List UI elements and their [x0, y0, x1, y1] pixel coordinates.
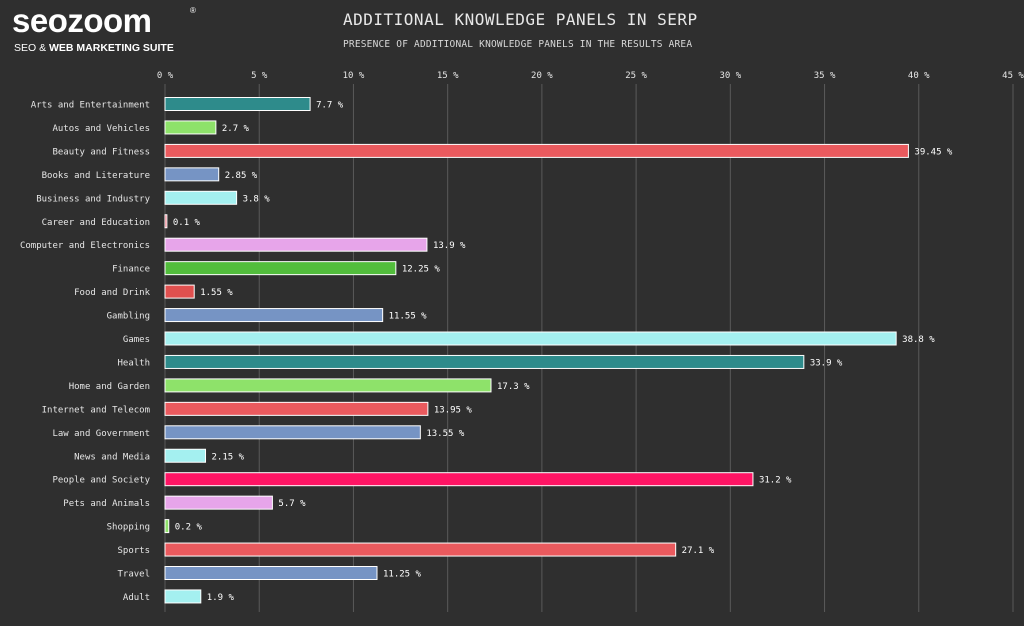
- bar: [164, 472, 754, 487]
- category-label: Travel: [117, 570, 150, 580]
- data-label: 2.7 %: [222, 124, 250, 134]
- bar: [164, 354, 805, 369]
- category-label: People and Society: [52, 476, 150, 486]
- category-label: Autos and Vehicles: [52, 124, 150, 134]
- category-label: Sports: [117, 546, 150, 556]
- data-label: 13.9 %: [433, 241, 466, 251]
- category-label: Food and Drink: [74, 288, 150, 298]
- bar: [164, 401, 429, 416]
- x-tick-label: 35 %: [814, 71, 836, 81]
- data-label: 1.9 %: [207, 593, 235, 603]
- data-label: 7.7 %: [316, 101, 344, 111]
- data-label: 33.9 %: [810, 358, 843, 368]
- x-tick-label: 15 %: [437, 71, 459, 81]
- logo-wordmark: seozoom: [12, 2, 152, 39]
- bar: [164, 284, 195, 299]
- tagline-plain: SEO &: [14, 42, 50, 54]
- x-tick-label: 0 %: [157, 71, 174, 81]
- category-label: Internet and Telecom: [42, 405, 150, 415]
- bar: [164, 143, 909, 158]
- bar: [164, 566, 378, 580]
- category-label: Computer and Electronics: [20, 241, 150, 251]
- data-label: 27.1 %: [682, 546, 715, 556]
- bar: [164, 331, 897, 346]
- x-tick-label: 30 %: [719, 71, 741, 81]
- category-label: Law and Government: [52, 429, 150, 439]
- registered-mark: ®: [190, 6, 196, 15]
- x-tick-label: 20 %: [531, 71, 553, 81]
- data-label: 5.7 %: [278, 499, 306, 509]
- tagline-bold: WEB MARKETING SUITE: [49, 42, 174, 54]
- x-tick-label: 40 %: [908, 71, 930, 81]
- bar: [164, 308, 384, 323]
- data-label: 0.2 %: [175, 523, 203, 533]
- x-tick-label: 10 %: [343, 71, 365, 81]
- chart-title: ADDITIONAL KNOWLEDGE PANELS IN SERP: [343, 10, 698, 29]
- category-label: Games: [123, 335, 150, 345]
- category-label: Books and Literature: [42, 171, 150, 181]
- bar: [164, 167, 220, 182]
- brand-logo: seozoom ® SEO & WEB MARKETING SUITE: [12, 2, 202, 54]
- category-label: Arts and Entertainment: [31, 101, 150, 111]
- data-label: 39.45 %: [914, 147, 953, 157]
- chart-subtitle: PRESENCE OF ADDITIONAL KNOWLEDGE PANELS …: [343, 39, 693, 50]
- logo-tagline: SEO & WEB MARKETING SUITE: [14, 42, 174, 54]
- category-label: Home and Garden: [69, 382, 150, 392]
- data-label: 11.55 %: [389, 312, 428, 322]
- data-label: 3.8 %: [243, 194, 271, 204]
- bar: [164, 237, 428, 252]
- data-label: 1.55 %: [200, 288, 233, 298]
- data-label: 13.95 %: [434, 405, 473, 415]
- bar: [164, 214, 168, 229]
- bar: [164, 495, 273, 510]
- bar: [164, 519, 170, 534]
- data-label: 13.55 %: [426, 429, 465, 439]
- bar: [164, 542, 677, 557]
- bar: [164, 190, 238, 205]
- x-tick-label: 5 %: [251, 71, 268, 81]
- category-label: Adult: [123, 593, 150, 603]
- bar: [164, 425, 421, 440]
- x-tick-label: 25 %: [625, 71, 647, 81]
- category-label: Career and Education: [42, 218, 150, 228]
- data-label: 12.25 %: [402, 265, 441, 275]
- category-label: Health: [117, 358, 150, 368]
- bar: [164, 448, 207, 463]
- category-label: Pets and Animals: [63, 499, 150, 509]
- bar: [164, 120, 217, 135]
- data-label: 11.25 %: [383, 570, 422, 580]
- data-label: 2.15 %: [212, 452, 245, 462]
- bar: [164, 97, 311, 111]
- bar: [164, 378, 492, 393]
- data-label: 31.2 %: [759, 476, 792, 486]
- bar: [164, 589, 202, 604]
- category-label: Beauty and Fitness: [52, 147, 150, 157]
- data-label: 0.1 %: [173, 218, 201, 228]
- category-label: Business and Industry: [36, 194, 150, 204]
- category-label: Shopping: [107, 523, 150, 533]
- data-label: 38.8 %: [902, 335, 935, 345]
- data-label: 17.3 %: [497, 382, 530, 392]
- category-label: Gambling: [107, 312, 150, 322]
- x-tick-label: 45 %: [1002, 71, 1024, 81]
- bar: [164, 261, 397, 276]
- data-label: 2.85 %: [225, 171, 258, 181]
- category-label: Finance: [112, 265, 150, 275]
- category-label: News and Media: [74, 452, 150, 462]
